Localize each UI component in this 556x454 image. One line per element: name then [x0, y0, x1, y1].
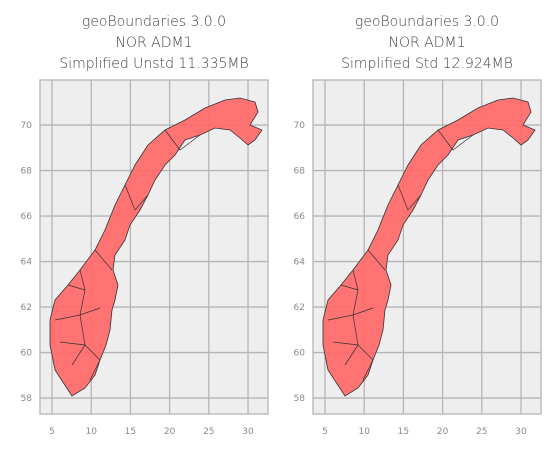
- panel-title: NOR ADM1: [388, 35, 465, 51]
- y-tick-label: 58: [294, 394, 306, 404]
- x-tick-label: 20: [164, 427, 176, 437]
- panel-title: Simplified Unstd 11.335MB: [59, 56, 248, 72]
- panel-title: geoBoundaries 3.0.0: [82, 14, 226, 30]
- x-tick-label: 30: [515, 427, 527, 437]
- panel-title: Simplified Std 12.924MB: [341, 56, 513, 72]
- x-tick-label: 30: [242, 427, 254, 437]
- y-tick-label: 60: [21, 349, 33, 359]
- y-tick-label: 68: [21, 167, 33, 177]
- panel-title: geoBoundaries 3.0.0: [355, 14, 499, 30]
- y-tick-label: 66: [21, 212, 33, 222]
- y-tick-label: 64: [21, 258, 33, 268]
- x-tick-label: 25: [476, 427, 487, 437]
- plot-frame: [312, 79, 542, 415]
- plot-frame: [39, 79, 269, 415]
- y-tick-label: 62: [21, 303, 32, 313]
- y-tick-label: 70: [294, 121, 306, 131]
- panel-title: NOR ADM1: [115, 35, 192, 51]
- y-tick-label: 68: [294, 167, 306, 177]
- x-tick-label: 15: [398, 427, 409, 437]
- x-tick-label: 5: [49, 427, 55, 437]
- x-tick-label: 25: [203, 427, 214, 437]
- x-tick-label: 10: [85, 427, 97, 437]
- y-tick-label: 60: [294, 349, 306, 359]
- x-tick-label: 5: [322, 427, 328, 437]
- x-tick-label: 20: [437, 427, 449, 437]
- y-tick-label: 70: [21, 121, 33, 131]
- x-tick-label: 10: [358, 427, 370, 437]
- x-tick-label: 15: [125, 427, 136, 437]
- y-tick-label: 62: [294, 303, 305, 313]
- y-tick-label: 64: [294, 258, 306, 268]
- y-tick-label: 58: [21, 394, 33, 404]
- y-tick-label: 66: [294, 212, 306, 222]
